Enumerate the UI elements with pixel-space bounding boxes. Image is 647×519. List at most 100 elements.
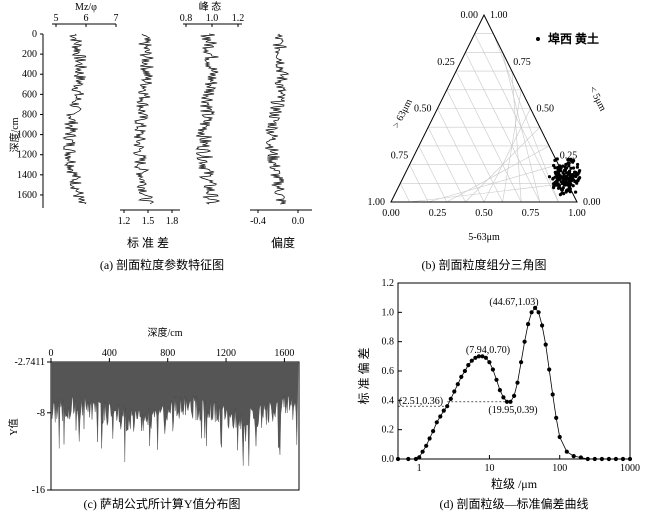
top-tick-label: 7 bbox=[114, 13, 119, 24]
c-x-tick-label: 1600 bbox=[274, 348, 294, 359]
sorting-trace bbox=[132, 33, 155, 205]
sd-point bbox=[455, 382, 460, 387]
sd-point bbox=[533, 305, 538, 310]
ternary-point bbox=[567, 179, 571, 183]
sd-point bbox=[540, 323, 545, 328]
ternary-point bbox=[555, 174, 560, 178]
d-x-tick-label: 10 bbox=[484, 463, 494, 474]
sd-point bbox=[459, 374, 464, 379]
top-tick-label: 0.8 bbox=[180, 13, 193, 24]
y-value-area bbox=[51, 362, 299, 466]
ternary-gridline bbox=[511, 71, 522, 203]
sd-point bbox=[522, 339, 527, 344]
depth-tick-label: 800 bbox=[22, 109, 37, 120]
sd-point bbox=[476, 354, 481, 359]
ternary-gridline bbox=[483, 108, 531, 203]
bottom-tick-label: 1.2 bbox=[118, 216, 131, 227]
panel-a: 深度/cm 0 200 400 600 800 1000 1200 1400 1600 Mz/φ… bbox=[8, 0, 312, 272]
d-y-tick-label: 0.0 bbox=[382, 454, 395, 465]
ternary-gridline bbox=[446, 89, 503, 203]
annotation-trough-left: (2.51,0.36) bbox=[399, 396, 443, 407]
ternary-point bbox=[568, 190, 572, 194]
bottom-tick-label: 1.5 bbox=[142, 216, 155, 227]
ternary-point bbox=[562, 181, 566, 185]
sd-point bbox=[547, 367, 552, 372]
caption-c: (c) 萨胡公式所计算Y值分布图 bbox=[84, 496, 241, 511]
d-y-tick-label: 0.4 bbox=[382, 395, 395, 406]
ternary-point bbox=[551, 177, 555, 181]
ternary-point bbox=[555, 157, 559, 161]
panel-d-ylabel: 标 准 偏 差 bbox=[356, 347, 371, 404]
sd-point bbox=[501, 395, 506, 400]
sd-point bbox=[395, 456, 401, 462]
ternary-point bbox=[552, 163, 556, 168]
legend-label: 埠西 黄土 bbox=[548, 31, 599, 46]
panel-a-depth-axis: 0 200 400 600 800 1000 1200 1400 1600 bbox=[17, 29, 44, 208]
sd-point bbox=[483, 355, 488, 360]
sd-point bbox=[550, 392, 555, 397]
ternary-point bbox=[566, 158, 570, 162]
ternary-gridline bbox=[474, 33, 559, 203]
ternary-gridline bbox=[465, 52, 541, 203]
panel-c-ylabel: Y值 bbox=[7, 418, 20, 435]
sd-point bbox=[564, 449, 569, 454]
depth-tick-label: 400 bbox=[22, 69, 37, 80]
ternary-right-tick: 1.00 bbox=[490, 10, 508, 21]
sd-point bbox=[557, 434, 562, 440]
kurtosis-trace bbox=[195, 33, 221, 205]
ternary-gridline bbox=[493, 33, 559, 203]
ternary-point bbox=[557, 172, 561, 176]
ternary-right-tick: 0.75 bbox=[513, 57, 531, 68]
bottom-tick-label: -0.4 bbox=[250, 216, 266, 227]
d-y-tick-label: 0.8 bbox=[382, 337, 395, 348]
c-x-tick-label: 1200 bbox=[216, 348, 236, 359]
ternary-point bbox=[558, 164, 562, 168]
ternary-point bbox=[578, 176, 582, 180]
d-y-tick-label: 1.2 bbox=[382, 278, 395, 289]
sd-point bbox=[441, 408, 446, 413]
sd-point bbox=[508, 399, 513, 404]
ternary-bottom-tick: 0.50 bbox=[475, 208, 493, 219]
sd-point bbox=[445, 404, 450, 409]
sd-point bbox=[494, 377, 499, 382]
sd-point bbox=[606, 456, 612, 462]
sd-point bbox=[571, 454, 576, 459]
mz-trace bbox=[62, 33, 87, 205]
sd-point bbox=[613, 456, 619, 462]
sd-point bbox=[413, 456, 418, 462]
d-y-tick-label: 0.6 bbox=[382, 366, 395, 377]
ternary-bottom-tick: 0.75 bbox=[522, 208, 540, 219]
sd-point bbox=[434, 420, 439, 425]
ternary-bottom-tick: 0.25 bbox=[429, 208, 447, 219]
sd-point bbox=[504, 399, 510, 404]
sd-points bbox=[395, 305, 633, 462]
ternary-point bbox=[576, 162, 580, 167]
d-x-tick-label: 1 bbox=[417, 463, 422, 474]
c-x-tick-label: 800 bbox=[160, 348, 175, 359]
ternary-point bbox=[573, 170, 577, 174]
ternary-gridline bbox=[437, 108, 485, 203]
depth-tick-label: 1600 bbox=[17, 190, 37, 201]
ternary-point bbox=[547, 175, 552, 179]
ternary-gridline bbox=[427, 127, 466, 203]
ternary-point bbox=[554, 172, 558, 176]
d-y-tick-label: 0.2 bbox=[382, 425, 395, 436]
annotation-trough-right: (19.95,0.39) bbox=[488, 405, 537, 416]
ternary-point bbox=[560, 188, 565, 192]
ternary-point bbox=[565, 166, 569, 170]
top-tick-label: 6 bbox=[84, 13, 89, 24]
ternary-point bbox=[558, 167, 562, 171]
d-x-tick-label: 1000 bbox=[620, 463, 640, 474]
sd-point bbox=[438, 414, 443, 419]
sd-point bbox=[620, 456, 626, 462]
ternary-right-tick: 0.50 bbox=[537, 104, 555, 115]
ternary-left-label: > 63μm bbox=[391, 97, 415, 130]
ternary-point bbox=[567, 164, 571, 168]
c-x-tick-label: 0 bbox=[49, 348, 54, 359]
sd-point bbox=[578, 455, 584, 460]
sd-point bbox=[529, 310, 534, 315]
mz-label: Mz/φ bbox=[75, 2, 97, 13]
ternary-point bbox=[561, 178, 566, 182]
sd-point bbox=[526, 322, 531, 327]
